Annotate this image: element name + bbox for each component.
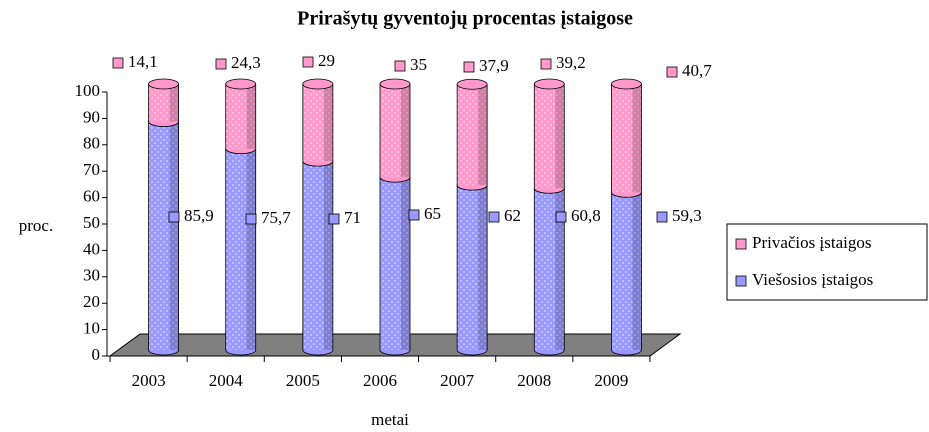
legend-label: Privačios įstaigos	[752, 233, 871, 252]
bar-shade	[478, 84, 488, 186]
cylinder-top	[148, 78, 179, 90]
data-label: 29	[318, 51, 335, 70]
bar-shade	[323, 84, 333, 162]
cylinder-top	[611, 78, 642, 90]
bar-texture	[457, 84, 488, 186]
bar-shade	[632, 84, 642, 193]
label-key	[540, 58, 552, 70]
bar-texture	[611, 192, 642, 350]
label-key	[328, 213, 340, 225]
y-tick-label: 80	[83, 134, 100, 153]
label-key	[656, 211, 668, 223]
cylinder-top	[302, 78, 334, 90]
data-label: 75,7	[261, 208, 291, 227]
x-tick-label: 2004	[209, 371, 244, 390]
label-key	[112, 57, 124, 69]
bar-texture	[148, 121, 179, 350]
bar-texture	[302, 84, 333, 162]
data-label: 40,7	[682, 61, 712, 80]
x-tick-label: 2007	[440, 371, 475, 390]
bar-texture	[534, 84, 565, 189]
bar-texture	[457, 185, 488, 350]
label-key	[666, 66, 678, 78]
data-label: 24,3	[231, 53, 261, 72]
bar-shade	[632, 192, 642, 350]
cylinder-top	[225, 78, 257, 90]
bar-shade	[401, 177, 410, 350]
y-tick-label: 10	[83, 319, 100, 338]
cylinder-top	[379, 78, 411, 90]
label-key	[394, 60, 406, 72]
data-label: 14,1	[128, 52, 158, 71]
label-key	[168, 211, 180, 223]
bar-shade	[246, 148, 256, 350]
y-tick-label: 40	[83, 239, 100, 258]
x-tick-label: 2008	[517, 371, 551, 390]
chart-title: Prirašytų gyventojų procentas įstaigose	[297, 8, 633, 30]
bar-shade	[478, 185, 488, 350]
y-tick-label: 100	[75, 81, 101, 100]
label-key	[555, 211, 567, 223]
x-tick-label: 2009	[594, 371, 628, 390]
data-label: 59,3	[672, 206, 702, 225]
data-label: 62	[504, 206, 521, 225]
label-key	[245, 213, 257, 225]
bar-texture	[225, 148, 256, 350]
bar-shade	[555, 84, 565, 189]
bar-texture	[611, 84, 642, 193]
bar-shade	[169, 121, 179, 350]
data-label: 60,8	[571, 206, 601, 225]
bar-shade	[246, 84, 256, 149]
x-axis-label: metai	[371, 410, 409, 429]
y-axis-label: proc.	[19, 216, 53, 235]
x-tick-label: 2003	[132, 371, 166, 390]
label-key	[302, 56, 314, 68]
y-tick-label: 20	[83, 292, 100, 311]
bar-shade	[323, 161, 333, 350]
label-key	[408, 209, 420, 221]
bar-texture	[225, 84, 256, 149]
legend-swatch	[735, 275, 747, 287]
legend-label: Viešosios įstaigos	[752, 270, 873, 289]
label-key	[215, 58, 227, 70]
bar-texture	[380, 84, 410, 178]
y-tick-label: 0	[92, 345, 101, 364]
data-label: 65	[424, 204, 441, 223]
bar-texture	[302, 161, 333, 350]
bar-shade	[555, 188, 565, 350]
bar-texture	[380, 177, 410, 350]
legend-box	[726, 223, 928, 301]
y-tick-label: 30	[83, 266, 100, 285]
y-tick-label: 70	[83, 160, 100, 179]
data-label: 37,9	[479, 56, 509, 75]
label-key	[488, 211, 500, 223]
y-tick-label: 60	[83, 187, 100, 206]
bar-shade	[401, 84, 410, 178]
legend-swatch	[735, 238, 747, 250]
cylinder-top	[456, 78, 488, 90]
bar-shade	[169, 84, 179, 122]
bar-texture	[148, 84, 179, 122]
data-label: 35	[410, 55, 427, 74]
x-tick-label: 2005	[286, 371, 320, 390]
data-label: 71	[344, 208, 361, 227]
cylinder-top	[533, 78, 565, 90]
data-label: 85,9	[184, 206, 214, 225]
data-label: 39,2	[556, 53, 586, 72]
x-tick-label: 2006	[363, 371, 397, 390]
y-tick-label: 90	[83, 107, 100, 126]
label-key	[463, 61, 475, 73]
y-tick-label: 50	[83, 213, 100, 232]
